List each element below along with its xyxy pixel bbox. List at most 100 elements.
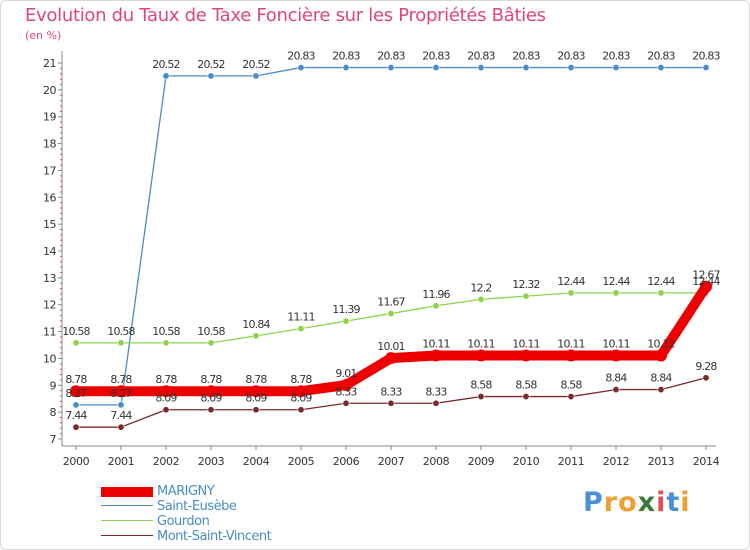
data-label: 8.78 bbox=[245, 373, 267, 386]
data-point bbox=[162, 406, 170, 414]
data-point bbox=[567, 393, 575, 401]
logo-letter: x bbox=[637, 487, 657, 518]
x-tick-label: 2008 bbox=[423, 455, 450, 468]
data-point bbox=[207, 72, 215, 80]
x-tick-label: 2000 bbox=[63, 455, 90, 468]
data-point bbox=[387, 399, 395, 407]
data-point bbox=[477, 295, 485, 303]
data-point bbox=[522, 64, 530, 72]
data-label: 10.11 bbox=[422, 337, 450, 350]
data-point bbox=[342, 317, 350, 325]
data-label: 11.11 bbox=[287, 311, 315, 324]
data-label: 8.78 bbox=[290, 373, 312, 386]
data-label: 10.58 bbox=[107, 325, 135, 338]
data-point bbox=[657, 386, 665, 394]
data-point bbox=[702, 64, 710, 72]
data-label: 20.83 bbox=[287, 50, 315, 63]
x-tick-label: 2005 bbox=[288, 455, 315, 468]
data-point bbox=[387, 310, 395, 318]
data-label: 20.83 bbox=[377, 50, 405, 63]
data-point bbox=[522, 292, 530, 300]
data-point bbox=[430, 349, 442, 362]
logo-letter: o bbox=[618, 487, 638, 518]
x-tick-label: 2011 bbox=[558, 455, 584, 468]
data-point bbox=[432, 64, 440, 72]
data-point bbox=[117, 401, 125, 409]
data-point bbox=[297, 325, 305, 333]
data-point bbox=[432, 399, 440, 407]
x-tick-label: 2009 bbox=[468, 455, 495, 468]
y-tick-label: 18 bbox=[43, 138, 56, 151]
data-point bbox=[612, 386, 620, 394]
logo-letter: i bbox=[680, 487, 691, 518]
data-point bbox=[207, 406, 215, 414]
y-tick-label: 10 bbox=[43, 352, 56, 365]
data-label: 9.28 bbox=[695, 360, 717, 373]
data-label: 8.33 bbox=[380, 385, 402, 398]
data-point bbox=[612, 289, 620, 297]
x-tick-label: 2001 bbox=[108, 455, 134, 468]
data-label: 9.01 bbox=[335, 367, 356, 380]
data-label: 20.52 bbox=[152, 58, 180, 71]
y-tick-label: 21 bbox=[43, 57, 56, 70]
data-point bbox=[252, 406, 260, 414]
data-label: 12.44 bbox=[557, 275, 585, 288]
data-point bbox=[610, 349, 622, 362]
x-tick-label: 2003 bbox=[198, 455, 225, 468]
data-label: 7.44 bbox=[110, 409, 132, 422]
data-point bbox=[72, 339, 80, 347]
data-point bbox=[567, 289, 575, 297]
data-label: 10.11 bbox=[512, 337, 540, 350]
y-tick-label: 19 bbox=[43, 111, 56, 124]
data-point bbox=[342, 399, 350, 407]
data-point bbox=[340, 379, 352, 392]
data-point bbox=[342, 64, 350, 72]
data-label: 8.09 bbox=[290, 392, 312, 405]
data-point bbox=[117, 423, 125, 431]
x-tick-label: 2010 bbox=[513, 455, 540, 468]
data-label: 20.83 bbox=[692, 50, 720, 63]
x-tick-label: 2014 bbox=[693, 455, 720, 468]
data-label: 8.78 bbox=[65, 373, 87, 386]
data-point bbox=[567, 64, 575, 72]
y-tick-label: 8 bbox=[50, 406, 57, 419]
data-point bbox=[385, 352, 397, 365]
data-label: 10.84 bbox=[242, 318, 270, 331]
data-label: 10.11 bbox=[557, 337, 585, 350]
logo-letter: i bbox=[656, 487, 667, 518]
logo-letter: r bbox=[603, 487, 619, 518]
data-label: 8.58 bbox=[470, 379, 492, 392]
data-label: 8.27 bbox=[65, 387, 87, 400]
data-point bbox=[205, 385, 217, 398]
legend-label: Mont-Saint-Vincent bbox=[157, 529, 272, 544]
data-point bbox=[657, 64, 665, 72]
data-label: 8.78 bbox=[200, 373, 222, 386]
data-point bbox=[702, 374, 710, 382]
data-point bbox=[162, 72, 170, 80]
data-label: 20.52 bbox=[242, 58, 270, 71]
x-tick-label: 2013 bbox=[648, 455, 675, 468]
data-label: 8.78 bbox=[110, 373, 132, 386]
proxiti-logo: Proxiti bbox=[583, 487, 691, 518]
data-point bbox=[252, 332, 260, 340]
data-label: 20.52 bbox=[197, 58, 225, 71]
data-point bbox=[387, 64, 395, 72]
y-tick-label: 13 bbox=[43, 272, 56, 285]
data-label: 20.83 bbox=[467, 50, 495, 63]
data-label: 20.83 bbox=[602, 50, 630, 63]
data-label: 8.84 bbox=[650, 372, 672, 385]
data-label: 10.11 bbox=[647, 337, 675, 350]
x-tick-label: 2012 bbox=[603, 455, 629, 468]
data-label: 8.58 bbox=[560, 379, 582, 392]
data-point bbox=[160, 385, 172, 398]
data-label: 10.58 bbox=[152, 325, 180, 338]
data-label: 8.09 bbox=[200, 392, 222, 405]
logo-letter: P bbox=[583, 487, 604, 518]
y-tick-label: 9 bbox=[50, 379, 57, 392]
data-label: 20.83 bbox=[512, 50, 540, 63]
data-label: 10.58 bbox=[197, 325, 225, 338]
x-tick-label: 2002 bbox=[153, 455, 179, 468]
data-label: 12.32 bbox=[512, 278, 540, 291]
